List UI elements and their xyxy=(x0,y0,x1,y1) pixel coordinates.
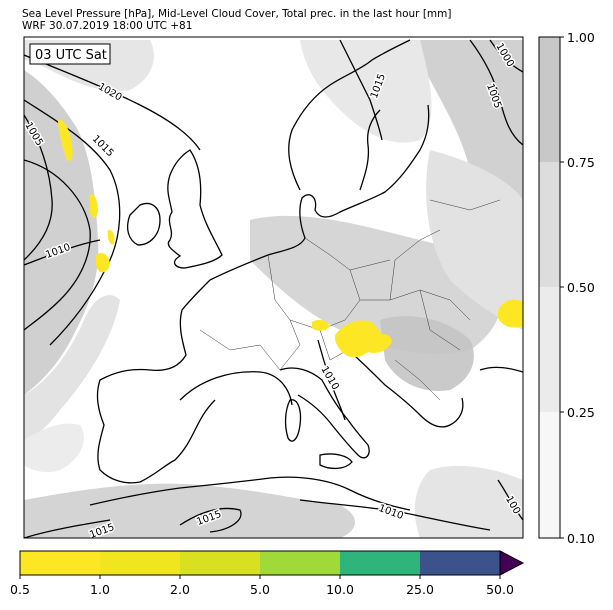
precip-atlantic-2 xyxy=(90,194,98,218)
coast-black-sea xyxy=(479,366,523,373)
precipitation-colorbar: 0.5 1.0 2.0 5.0 10.0 25.0 50.0 xyxy=(10,550,525,597)
chart-title: Sea Level Pressure [hPa], Mid-Level Clou… xyxy=(22,8,452,32)
coast-ireland xyxy=(127,202,161,246)
cloud-tick-label: 0.75 xyxy=(567,155,595,170)
coast-italy xyxy=(279,367,370,459)
isobar-1010-west xyxy=(24,159,91,331)
isobar-1005-ne xyxy=(469,39,523,146)
border-lines xyxy=(199,199,501,401)
cloud-tick-label: 0.25 xyxy=(567,405,595,420)
precip-extend-arrow xyxy=(499,550,525,576)
precip-tick-label: 50.0 xyxy=(486,582,514,597)
coast-sicily xyxy=(319,453,353,470)
title-line-2: WRF 30.07.2019 18:00 UTC +81 xyxy=(22,20,193,32)
precip-atlantic-1 xyxy=(58,119,73,162)
precip-bin-3 xyxy=(180,551,260,575)
cloud-iberia-west xyxy=(24,423,84,473)
coast-britain xyxy=(167,149,223,269)
map-frame xyxy=(23,36,524,539)
coast-adriatic-balkans xyxy=(347,349,464,428)
title-line-1: Sea Level Pressure [hPa], Mid-Level Clou… xyxy=(22,8,452,20)
time-label-box: 03 UTC Sat xyxy=(29,43,111,65)
precip-bin-1 xyxy=(20,551,100,575)
precip-tick-label: 0.5 xyxy=(10,582,30,597)
isobar-1010-west-label xyxy=(24,239,101,266)
precip-bin-4 xyxy=(260,551,340,575)
isobar-1015-west xyxy=(24,99,121,346)
isobar-1005-west xyxy=(24,114,53,261)
cloud-tick-label: 0.10 xyxy=(567,531,595,546)
isobar-100-se xyxy=(497,479,523,521)
isobar-1000-ne xyxy=(489,39,523,73)
cloud-balkans xyxy=(380,316,474,391)
precip-swiss xyxy=(312,319,330,331)
coastlines xyxy=(89,39,523,511)
coast-france-iberia xyxy=(96,279,216,484)
precip-small-1 xyxy=(380,333,392,344)
cloud-colorbar-ticks xyxy=(560,36,564,539)
precip-atlantic-3 xyxy=(96,253,110,273)
precip-bin-6 xyxy=(420,551,500,575)
precip-tick-label: 10.0 xyxy=(326,582,354,597)
cloud-north-africa xyxy=(24,483,355,538)
cloud-bin-3 xyxy=(539,287,560,412)
country-borders xyxy=(199,199,501,401)
time-label-frame xyxy=(29,43,111,65)
precip-tick-label: 1.0 xyxy=(90,582,110,597)
cloud-bin-4 xyxy=(539,412,560,538)
precipitation-layer xyxy=(58,119,523,358)
cloud-east-europe xyxy=(426,150,523,330)
isobars xyxy=(24,39,523,538)
cloud-atlantic-band-light xyxy=(24,295,120,445)
precip-tick-label: 2.0 xyxy=(170,582,190,597)
isobar-1010-italy xyxy=(317,339,346,421)
cloud-bin-2 xyxy=(539,162,560,287)
isobar-1020 xyxy=(24,54,201,151)
cloud-cover-layer xyxy=(24,40,523,538)
cloud-tick-label: 0.50 xyxy=(567,280,595,295)
isobar-1015-africa-a xyxy=(24,519,111,538)
cloud-tick-label: 1.00 xyxy=(567,30,595,45)
isobar-1015-north xyxy=(339,39,383,141)
isobar-1015-africa-b xyxy=(179,507,242,533)
coast-north-africa xyxy=(89,476,411,511)
time-label: 03 UTC Sat xyxy=(35,48,107,63)
precip-bin-2 xyxy=(100,551,180,575)
cloud-south-east xyxy=(414,465,523,538)
isobar-1015-mid xyxy=(179,371,293,406)
precip-atlantic-4 xyxy=(107,229,115,245)
isobar-1010-south xyxy=(299,499,491,531)
coast-scandinavia xyxy=(288,39,411,191)
cloud-cover-colorbar: 1.00 0.75 0.50 0.25 0.10 xyxy=(538,30,595,546)
coast-continent-north xyxy=(209,104,430,281)
precip-tick-label: 5.0 xyxy=(250,582,270,597)
cloud-bin-1 xyxy=(539,37,560,162)
precip-bin-5 xyxy=(340,551,420,575)
precip-east xyxy=(498,299,523,328)
precip-alps xyxy=(334,320,392,358)
precip-colorbar-ticks xyxy=(19,575,501,579)
coast-sardinia xyxy=(284,399,302,442)
precip-tick-label: 25.0 xyxy=(406,582,434,597)
